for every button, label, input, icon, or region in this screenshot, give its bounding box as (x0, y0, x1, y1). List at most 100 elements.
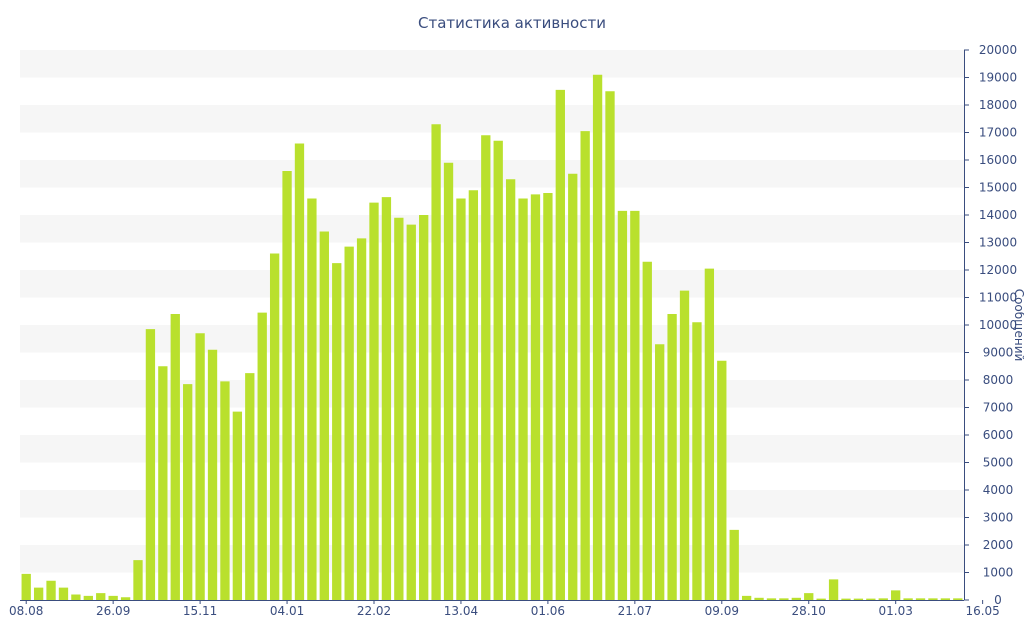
bar (431, 124, 441, 600)
bar (344, 246, 354, 600)
bar (866, 598, 876, 600)
bars (21, 74, 963, 600)
y-tick-label: 11000 (979, 291, 1017, 305)
grid-band (20, 325, 964, 353)
bar (83, 595, 93, 600)
y-tick-label: 14000 (979, 208, 1017, 222)
bar (828, 579, 839, 600)
bar (170, 314, 180, 600)
bar (878, 598, 888, 600)
bar (667, 314, 677, 600)
x-tick-label: 16.05 (965, 604, 999, 618)
bar (282, 171, 292, 600)
y-tick-label: 3000 (983, 511, 1014, 525)
bar (766, 598, 777, 600)
y-tick-label: 12000 (979, 263, 1017, 277)
bar (468, 190, 479, 600)
bar (841, 598, 851, 600)
bar (96, 593, 106, 600)
bar (853, 598, 864, 600)
bar (704, 268, 715, 600)
y-tick-label: 16000 (979, 153, 1017, 167)
bar (195, 333, 205, 600)
bar (71, 594, 81, 600)
bar (356, 238, 367, 600)
bar (220, 381, 230, 600)
bar (406, 224, 416, 600)
bar (456, 198, 466, 600)
x-tick-label: 13.04 (444, 604, 478, 618)
bar (605, 91, 615, 600)
y-tick-label: 4000 (983, 483, 1014, 497)
y-tick-label: 18000 (979, 98, 1017, 112)
y-tick-label: 9000 (983, 346, 1014, 360)
x-tick-label: 08.08 (9, 604, 43, 618)
bar (816, 598, 826, 600)
chart-title: Статистика активности (418, 14, 606, 32)
bar (381, 197, 392, 600)
axes: 0 1000 2000 3000 4000 5000 6000 7000 8000 9000 100… (9, 43, 1017, 618)
bar (319, 231, 329, 600)
bar (332, 263, 342, 600)
bar (133, 560, 143, 600)
bar (555, 89, 565, 600)
x-tick-label: 15.11 (183, 604, 217, 618)
y-tick-label: 7000 (983, 401, 1014, 415)
grid-band (20, 160, 964, 188)
x-tick-label: 22.02 (357, 604, 391, 618)
bar (145, 329, 156, 600)
bar (394, 217, 404, 600)
bar (791, 597, 801, 600)
bar (592, 74, 603, 600)
bar (369, 202, 379, 600)
bar (679, 290, 690, 600)
y-tick-label: 15000 (979, 181, 1017, 195)
bar (617, 210, 628, 600)
x-tick-label: 01.03 (879, 604, 913, 618)
bar (741, 595, 752, 600)
bar (655, 344, 665, 600)
y-tick-label: 0 (994, 593, 1002, 607)
bar (120, 597, 131, 600)
bar (630, 210, 640, 600)
y-tick-label: 2000 (983, 538, 1014, 552)
grid-band (20, 105, 964, 133)
bar (108, 595, 118, 600)
bar (692, 322, 702, 600)
x-tick-label: 04.01 (270, 604, 304, 618)
bar (580, 131, 590, 600)
bar (505, 179, 516, 600)
y-tick-label: 19000 (979, 71, 1017, 85)
x-tick-label: 01.06 (531, 604, 565, 618)
bar (158, 366, 168, 600)
bar (481, 135, 491, 600)
bar (518, 198, 528, 600)
bar (46, 580, 56, 600)
bar (269, 253, 280, 600)
bar (642, 261, 652, 600)
bar (903, 598, 913, 600)
bar (530, 194, 541, 600)
y-tick-label: 17000 (979, 126, 1017, 140)
bar (953, 598, 963, 600)
bar (245, 373, 255, 600)
bar (21, 573, 31, 600)
bar (891, 590, 901, 600)
y-tick-label: 8000 (983, 373, 1014, 387)
y-tick-label: 6000 (983, 428, 1014, 442)
y-tick-label: 20000 (979, 43, 1017, 57)
y-tick-label: 10000 (979, 318, 1017, 332)
bar (543, 193, 553, 600)
bar (307, 198, 317, 600)
bar (443, 162, 454, 600)
x-tick-label: 28.10 (792, 604, 826, 618)
grid-band (20, 270, 964, 298)
bar (729, 529, 739, 600)
bar (257, 312, 267, 600)
bar (568, 173, 578, 600)
bar (493, 140, 503, 600)
bar (928, 598, 938, 600)
bar (804, 593, 814, 600)
y-tick-label: 13000 (979, 236, 1017, 250)
